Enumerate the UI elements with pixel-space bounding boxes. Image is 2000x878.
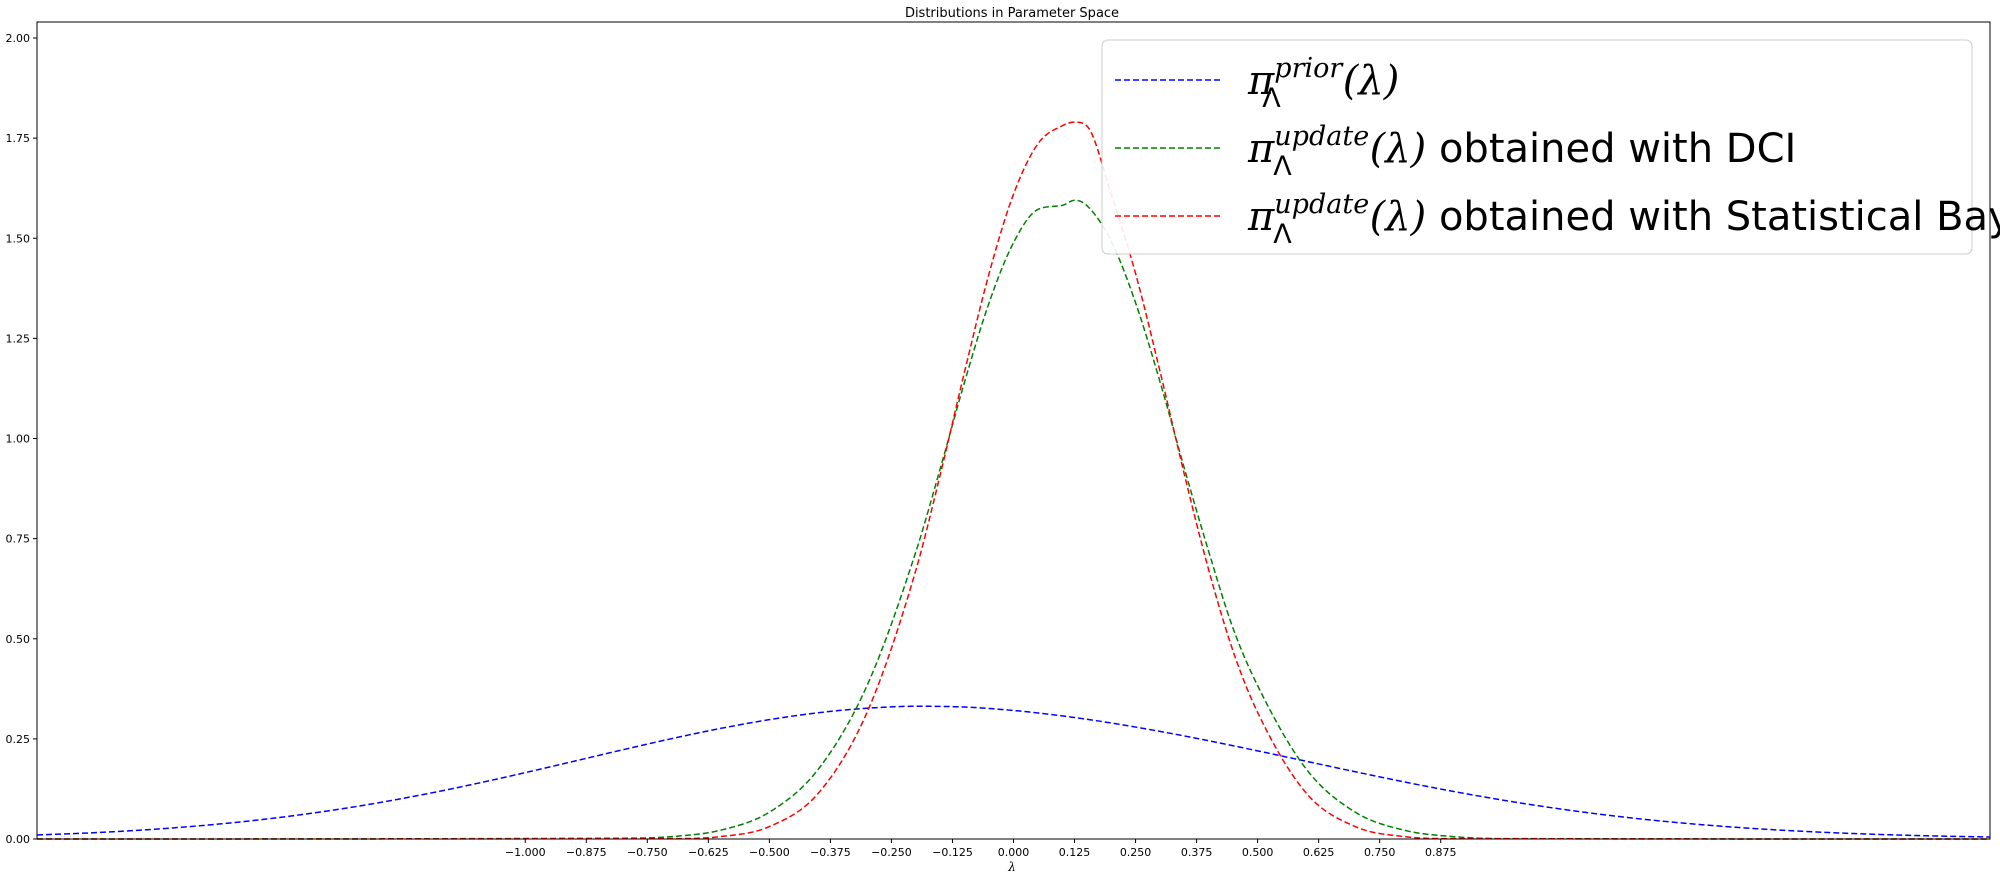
x-tick-label: −0.625 — [688, 846, 729, 859]
axes-layer: −1.000 −0.875 −0.750 −0.625 −0.500 −0.375 −0.2… — [6, 21, 1991, 859]
x-tick-label: 0.250 — [1120, 846, 1152, 859]
y-tick-label: 0.00 — [6, 833, 31, 846]
x-tick-label: 0.875 — [1425, 846, 1457, 859]
legend: πprior Λ (λ) πupdate Λ (λ) obtained with DCI π… — [1101, 39, 2000, 255]
x-tick-label: −0.875 — [566, 846, 607, 859]
x-tick-label: −0.375 — [810, 846, 851, 859]
chart-title: Distributions in Parameter Space — [905, 6, 1119, 21]
y-tick-label: 0.25 — [6, 733, 31, 746]
y-tick-label: 1.00 — [6, 433, 31, 446]
x-tick-label: 0.000 — [998, 846, 1030, 859]
x-tick-label: 0.750 — [1364, 846, 1396, 859]
y-tick-label: 2.00 — [6, 32, 31, 45]
series-line-1 — [36, 705, 1991, 838]
y-tick-label: 1.75 — [6, 132, 31, 145]
x-tick-label: 0.125 — [1059, 846, 1091, 859]
legend-entry-1: πprior Λ (λ) — [1247, 53, 1399, 114]
y-tick-label: 1.50 — [6, 232, 31, 245]
x-tick-label: −0.750 — [627, 846, 668, 859]
y-tick-label: 1.25 — [6, 332, 31, 345]
x-tick-label: −1.000 — [505, 846, 546, 859]
legend-frame — [1101, 39, 1973, 255]
x-axis-label: λ — [1007, 860, 1016, 874]
x-tick-label: −0.500 — [749, 846, 790, 859]
y-tick-label: 0.50 — [6, 633, 31, 646]
x-tick-label: −0.125 — [932, 846, 973, 859]
x-tick-label: 0.500 — [1242, 846, 1274, 859]
legend-entry-3: πupdate Λ (λ) obtained with Statistical Ba… — [1247, 189, 2000, 250]
x-tick-label: 0.375 — [1181, 846, 1213, 859]
legend-entry-2: πupdate Λ (λ) obtained with DCI — [1247, 121, 1796, 182]
x-tick-label: −0.250 — [871, 846, 912, 859]
y-tick-label: 0.75 — [6, 533, 31, 546]
x-tick-label: 0.625 — [1303, 846, 1335, 859]
